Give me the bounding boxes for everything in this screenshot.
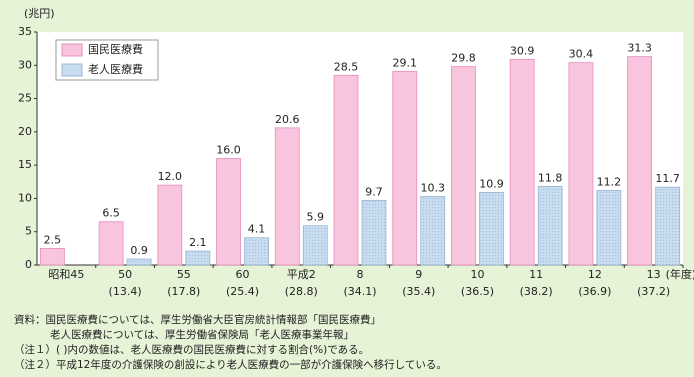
x-tick-label: 8 <box>357 268 364 281</box>
bar <box>509 58 535 266</box>
x-tick-label: 60 <box>236 268 250 281</box>
value-label: 10.9 <box>479 177 504 190</box>
value-label: 4.1 <box>248 223 266 236</box>
bar <box>216 158 241 266</box>
y-tick-label: 30 <box>18 58 32 71</box>
value-label: 5.9 <box>307 211 325 224</box>
value-label: 16.0 <box>216 143 241 156</box>
value-label: 29.1 <box>392 56 417 69</box>
x-sub-label: (25.4) <box>226 285 259 298</box>
x-tick-label: 50 <box>118 268 132 281</box>
bar-texture <box>479 192 504 265</box>
bar-texture <box>655 187 680 265</box>
value-label: 30.4 <box>569 48 594 61</box>
legend-label: 国民医療費 <box>88 42 143 56</box>
x-sub-label: (35.4) <box>402 285 435 298</box>
x-tick-label: 13 <box>647 268 661 281</box>
legend-swatch <box>61 63 83 77</box>
x-tick-label: 55 <box>177 268 191 281</box>
x-sub-label: (37.2) <box>637 285 670 298</box>
y-tick-label: 10 <box>18 191 32 204</box>
value-label: 30.9 <box>510 44 535 57</box>
bar-texture <box>244 237 269 265</box>
x-axis-label: (年度) <box>666 267 694 281</box>
x-sub-label: (17.8) <box>167 285 200 298</box>
value-label: 20.6 <box>275 113 300 126</box>
bar <box>98 221 124 266</box>
x-sub-label: (13.4) <box>109 285 142 298</box>
bar <box>392 70 418 266</box>
x-tick-label: 平成2 <box>287 268 316 281</box>
value-label: 2.1 <box>189 236 207 249</box>
bar-texture <box>596 190 621 265</box>
x-sub-label: (36.5) <box>461 285 494 298</box>
x-tick-label: 9 <box>415 268 422 281</box>
value-label: 31.3 <box>627 42 652 55</box>
note: 資料：国民医療費については、厚生労働省大臣官房統計情報部「国民医療費」 <box>14 313 381 326</box>
value-label: 6.5 <box>102 207 120 220</box>
y-tick-label: 20 <box>18 125 32 138</box>
value-label: 12.0 <box>158 170 183 183</box>
y-tick-label: 0 <box>25 258 32 271</box>
legend-swatch <box>61 43 83 57</box>
bar <box>39 247 65 266</box>
x-sub-label: (34.1) <box>343 285 376 298</box>
bar-texture <box>127 259 152 265</box>
x-sub-label: (38.2) <box>520 285 553 298</box>
bar <box>333 74 359 266</box>
x-tick-label: 10 <box>470 268 484 281</box>
value-label: 11.7 <box>655 172 680 185</box>
note: （注１）( )内の数値は、老人医療費の国民医療費に対する割合(%)である。 <box>14 343 369 356</box>
bar <box>157 184 183 266</box>
legend-label: 老人医療費 <box>88 62 143 76</box>
x-tick-label: 12 <box>588 268 602 281</box>
note: 老人医療費については、厚生労働省保険局「老人医療事業年報」 <box>50 328 354 341</box>
y-tick-label: 35 <box>18 25 32 38</box>
x-sub-label: (28.8) <box>285 285 318 298</box>
value-label: 2.5 <box>44 233 62 246</box>
y-axis-label: (兆円) <box>24 7 55 20</box>
x-sub-label: (36.9) <box>578 285 611 298</box>
bar <box>568 62 594 266</box>
y-tick-label: 5 <box>25 225 32 238</box>
value-label: 0.9 <box>130 244 148 257</box>
y-tick-label: 15 <box>18 158 32 171</box>
bar-texture <box>185 251 210 265</box>
y-tick-label: 25 <box>18 92 32 105</box>
bar-texture <box>362 200 386 265</box>
value-label: 29.8 <box>451 52 476 65</box>
note: （注２）平成12年度の介護保険の創設により老人医療費の一部が介護保険へ移行してい… <box>14 358 447 371</box>
value-label: 10.3 <box>420 181 445 194</box>
bar <box>627 56 653 266</box>
bar <box>274 127 300 266</box>
x-tick-label: 11 <box>529 268 543 281</box>
bar <box>451 66 476 266</box>
value-label: 11.8 <box>538 171 563 184</box>
x-tick-label: 昭和45 <box>48 268 84 281</box>
bar-texture <box>538 186 563 265</box>
value-label: 28.5 <box>334 60 359 73</box>
value-label: 9.7 <box>365 185 383 198</box>
bar-texture <box>303 225 328 265</box>
value-label: 11.2 <box>597 175 622 188</box>
bar-texture <box>420 196 445 265</box>
